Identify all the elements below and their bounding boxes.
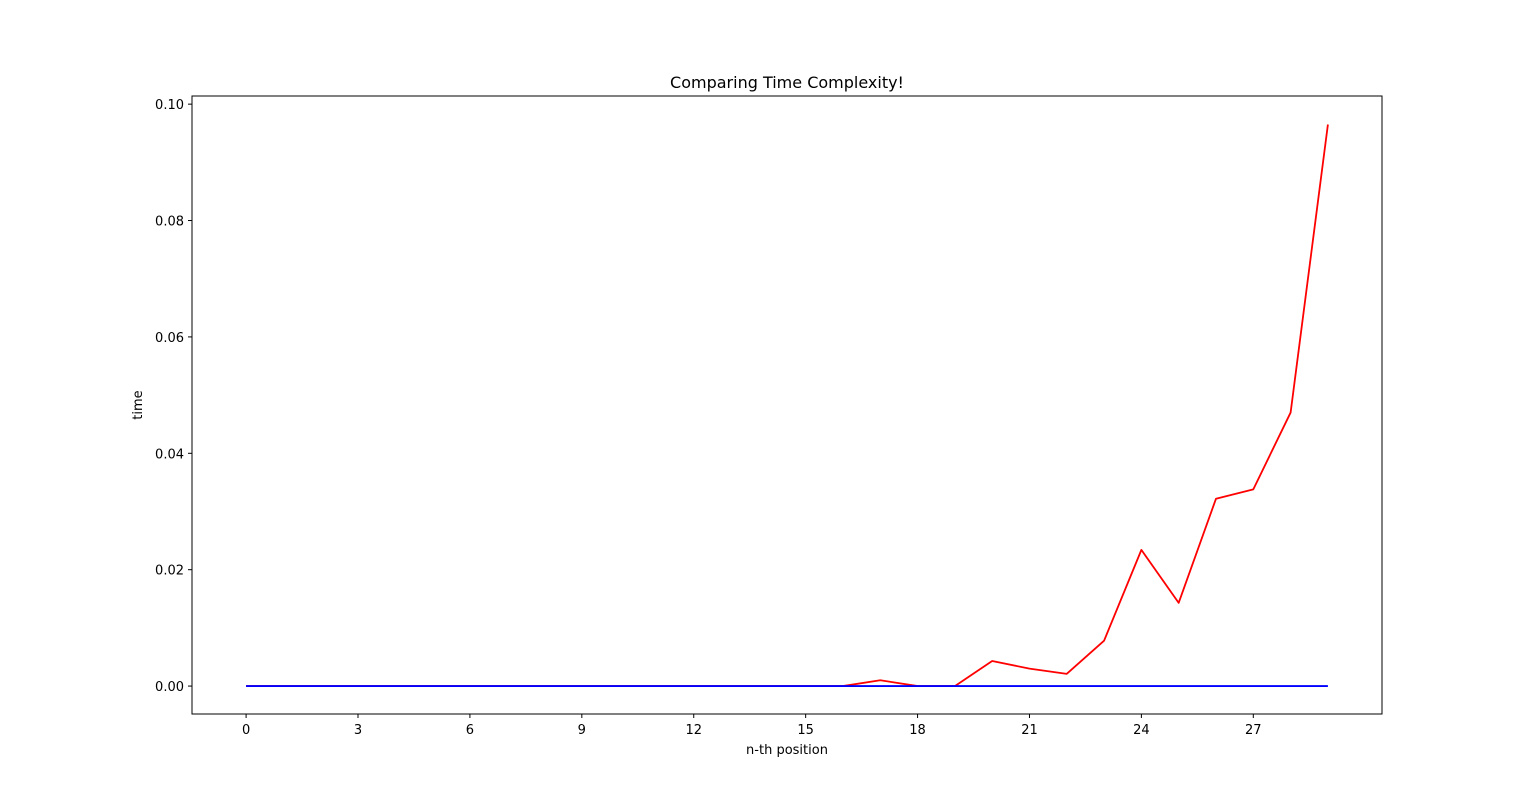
y-axis-label: time [131,390,146,419]
y-axis: 0.00 0.02 0.04 0.06 0.08 0.10 [155,98,192,695]
x-tick-label: 12 [685,723,702,738]
x-tick-label: 3 [354,723,362,738]
y-tick-label: 0.02 [155,564,184,579]
x-tick-label: 24 [1133,723,1150,738]
x-tick-label: 15 [797,723,814,738]
x-tick-label: 27 [1245,723,1262,738]
y-tick-label: 0.04 [155,447,184,462]
y-tick-label: 0.00 [155,680,184,695]
y-tick-label: 0.06 [155,331,184,346]
x-tick-label: 18 [909,723,926,738]
x-axis: 0 3 6 9 12 15 18 21 24 27 [242,714,1262,738]
x-axis-label: n-th position [746,743,828,758]
x-tick-label: 0 [242,723,250,738]
x-tick-label: 9 [578,723,586,738]
y-tick-label: 0.08 [155,215,184,230]
x-tick-label: 6 [466,723,474,738]
plot-frame [191,95,1383,715]
x-tick-label: 21 [1021,723,1038,738]
series-layer [246,124,1329,687]
chart-title: Comparing Time Complexity! [670,73,904,92]
y-tick-label: 0.10 [155,98,184,113]
